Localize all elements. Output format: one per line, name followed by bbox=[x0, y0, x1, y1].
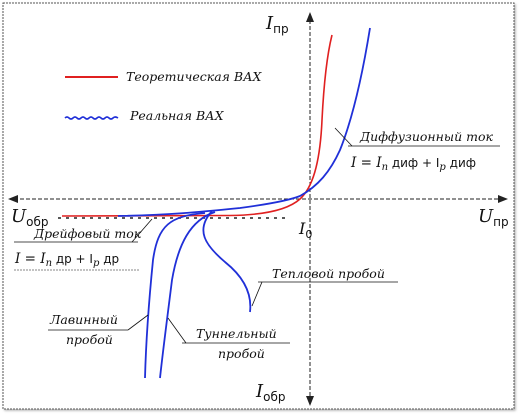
y-axis-bottom-label: Iобр bbox=[255, 381, 285, 404]
diffusion-title: Диффузионный ток bbox=[359, 129, 493, 144]
avalanche-leader bbox=[127, 314, 149, 331]
real-curves bbox=[117, 27, 371, 379]
thermal-breakdown-curve bbox=[202, 210, 252, 313]
origin-label: I0 bbox=[298, 219, 312, 241]
y-axis-arrow-top bbox=[306, 12, 314, 22]
avalanche-line1: Лавинный bbox=[49, 312, 118, 327]
thermal-leader bbox=[251, 281, 263, 307]
y-axis-arrow-bottom bbox=[306, 396, 314, 406]
drift-title: Дрейфовый ток bbox=[33, 226, 142, 241]
tunnel-line1: Туннельный bbox=[196, 326, 277, 341]
y-axis-top-label: Iпр bbox=[265, 13, 289, 36]
drift-leader bbox=[131, 218, 153, 243]
x-axis-left-label: Uобр bbox=[11, 206, 49, 229]
theoretical-curve bbox=[61, 34, 333, 217]
drift-equation: I = In др + Ip др bbox=[14, 251, 119, 269]
thermal-label: Тепловой пробой bbox=[272, 266, 385, 281]
tunnel-breakdown-curve bbox=[159, 211, 216, 379]
diffusion-leader bbox=[334, 127, 353, 147]
x-axis-arrow-right bbox=[498, 195, 508, 203]
legend-real-swatch bbox=[64, 116, 119, 120]
diffusion-equation: I = In диф + Ip диф bbox=[350, 155, 476, 173]
avalanche-line2: пробой bbox=[66, 332, 113, 347]
tunnel-line2: пробой bbox=[218, 346, 265, 361]
x-axis-arrow-left bbox=[8, 195, 18, 203]
tunnel-leader bbox=[167, 317, 187, 344]
x-axis-right-label: Uпр bbox=[478, 206, 509, 229]
legend-real-label: Реальная ВАХ bbox=[129, 108, 225, 123]
legend-theoretical-label: Теоретическая ВАХ bbox=[126, 69, 263, 84]
axes bbox=[14, 20, 500, 398]
avalanche-breakdown-curve bbox=[144, 212, 206, 379]
real-forward-curve bbox=[117, 27, 371, 217]
